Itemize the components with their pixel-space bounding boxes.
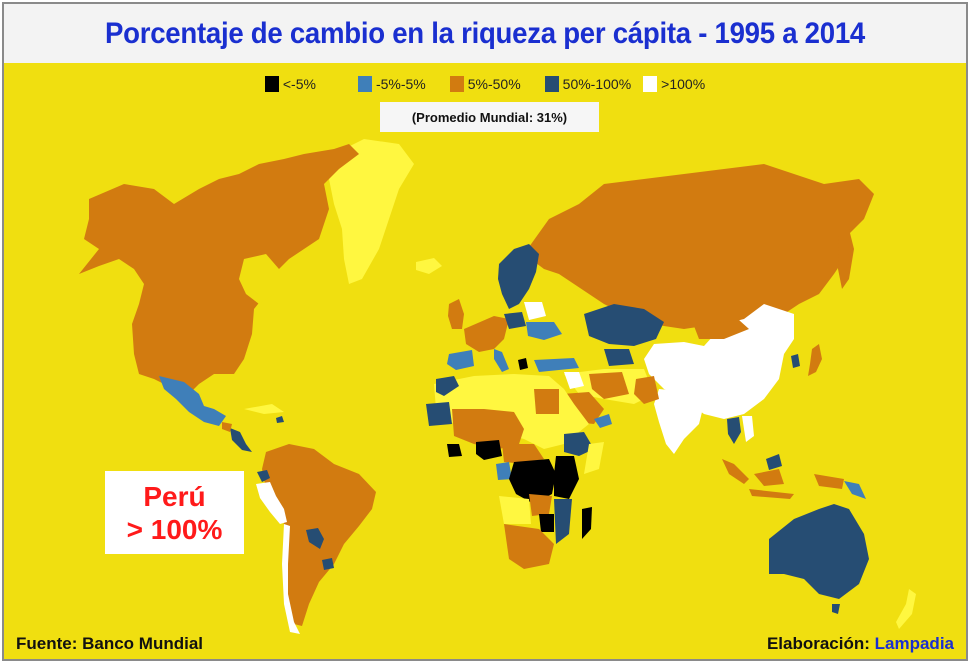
region-japan: [808, 344, 822, 376]
title-bar: Porcentaje de cambio en la riqueza per c…: [4, 4, 966, 63]
region-peru: [256, 482, 287, 524]
source-note: Fuente: Banco Mundial: [16, 634, 203, 653]
region-ethiopia: [564, 432, 594, 456]
region-iran: [589, 372, 629, 399]
region-italy: [494, 349, 509, 372]
region-dominican: [276, 416, 284, 423]
region-angola: [499, 496, 531, 524]
region-yemen: [594, 414, 612, 428]
region-west-africa: [452, 409, 524, 449]
region-somalia: [584, 442, 604, 474]
region-madagascar: [582, 507, 592, 539]
world-average-note: (Promedio Mundial: 31%): [380, 102, 599, 132]
region-morocco: [436, 376, 459, 396]
region-vietnam: [742, 416, 754, 442]
region-zambia: [529, 494, 552, 516]
region-cote-divoire: [447, 444, 462, 457]
region-ukraine: [526, 322, 562, 340]
region-north-america: [79, 144, 359, 399]
legend-swatch-dark-blue: [544, 76, 559, 92]
region-pakistan: [634, 376, 659, 404]
legend-item-less-than-minus5: <-5%: [264, 76, 316, 92]
region-central-america-nicaragua: [230, 428, 252, 452]
legend-label: -5%-5%: [375, 76, 426, 92]
region-thailand: [727, 417, 741, 444]
peru-callout-country: Perú: [143, 480, 206, 512]
region-australia: [769, 504, 869, 599]
legend-item-over-100: >100%: [643, 76, 705, 92]
region-belarus: [524, 302, 546, 320]
legend-swatch-light-blue: [357, 76, 372, 92]
region-ecuador: [257, 470, 270, 482]
region-chile: [282, 524, 300, 634]
legend-swatch-black: [264, 76, 279, 92]
legend-swatch-white: [643, 76, 658, 92]
region-mexico: [159, 376, 226, 426]
legend-item-5-to-50: 5%-50%: [449, 76, 521, 92]
credit-prefix: Elaboración:: [766, 634, 875, 653]
region-central-america: [222, 422, 232, 432]
region-uk: [448, 299, 464, 329]
legend-swatch-orange: [449, 76, 464, 92]
region-tasmania: [832, 604, 840, 614]
region-uruguay: [322, 558, 334, 570]
region-greenland: [329, 139, 414, 284]
map-frame: Porcentaje de cambio en la riqueza per c…: [2, 2, 968, 661]
peru-callout: Perú > 100%: [105, 471, 244, 554]
region-kenya-tanzania: [554, 456, 579, 499]
region-mauritania: [426, 402, 452, 426]
legend-label: <-5%: [282, 76, 316, 92]
region-caribbean: [244, 404, 284, 414]
region-southern-africa: [504, 524, 554, 569]
region-cameroon: [496, 462, 512, 480]
region-mongolia: [694, 320, 749, 339]
legend-label: 50%-100%: [562, 76, 632, 92]
region-nigeria: [476, 440, 502, 460]
region-western-europe: [464, 316, 509, 352]
region-greece: [518, 358, 528, 370]
region-new-zealand: [896, 589, 916, 629]
region-spain: [447, 350, 474, 370]
hudson-bay: [239, 254, 279, 304]
region-turkey: [534, 358, 579, 372]
region-png: [844, 481, 866, 499]
region-turkmenistan: [604, 349, 634, 366]
region-egypt: [534, 389, 559, 414]
region-iceland: [416, 258, 442, 274]
region-kazakhstan: [584, 304, 664, 346]
credit-brand: Lampadia: [874, 634, 954, 653]
legend-item-minus5-to-5: -5%-5%: [357, 76, 426, 92]
region-china: [644, 304, 794, 419]
region-iraq: [564, 372, 584, 389]
region-paraguay: [306, 528, 324, 549]
legend-item-50-to-100: 50%-100%: [544, 76, 632, 92]
region-poland: [504, 312, 526, 329]
region-kamchatka: [838, 229, 854, 289]
world-choropleth-map: [79, 139, 916, 634]
region-zimbabwe: [539, 514, 554, 532]
region-central-africa: [502, 444, 544, 464]
region-korea: [791, 354, 800, 368]
legend-label: >100%: [661, 76, 706, 92]
region-india: [654, 389, 704, 454]
region-scandinavia: [498, 244, 539, 309]
credit-note: Elaboración: Lampadia: [767, 634, 954, 654]
region-russia: [524, 164, 874, 334]
peru-callout-value: > 100%: [126, 513, 223, 545]
legend: <-5% -5%-5% 5%-50% 50%-100% >100%: [4, 76, 966, 92]
region-congo: [509, 459, 556, 504]
region-mozambique: [554, 499, 572, 544]
region-indonesia: [722, 459, 844, 499]
region-malaysia: [766, 454, 782, 470]
page-title: Porcentaje de cambio en la riqueza per c…: [105, 16, 865, 50]
legend-label: 5%-50%: [467, 76, 521, 92]
